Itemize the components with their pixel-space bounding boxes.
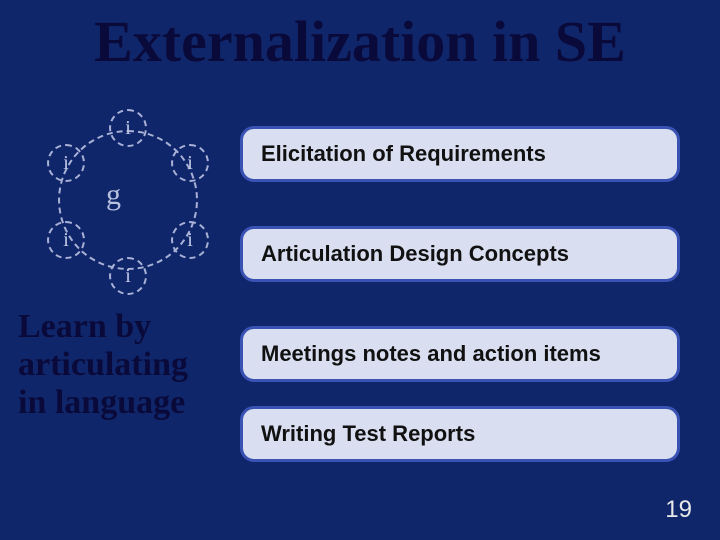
bullet-pill-text: Writing Test Reports — [261, 421, 475, 447]
bullet-pill: Articulation Design Concepts — [240, 226, 680, 282]
group-diagram: g i i i i i i — [28, 100, 228, 300]
group-node-label: i — [63, 229, 69, 252]
subtitle-line-2: articulating — [18, 346, 188, 384]
group-node-label: i — [187, 152, 193, 175]
group-node: i — [171, 221, 209, 259]
group-node: i — [109, 257, 147, 295]
bullet-pill: Writing Test Reports — [240, 406, 680, 462]
group-node-label: i — [63, 152, 69, 175]
group-node-label: i — [125, 265, 131, 288]
bullet-pill-text: Articulation Design Concepts — [261, 241, 569, 267]
subtitle-block: Learn by articulating in language — [18, 308, 188, 422]
bullet-pill-text: Elicitation of Requirements — [261, 141, 546, 167]
bullet-pill-text: Meetings notes and action items — [261, 341, 601, 367]
group-node-label: i — [125, 117, 131, 140]
bullet-pill: Elicitation of Requirements — [240, 126, 680, 182]
subtitle-line-1: Learn by — [18, 308, 188, 346]
group-node-label: i — [187, 229, 193, 252]
slide-title: Externalization in SE — [0, 8, 720, 75]
group-node: i — [47, 144, 85, 182]
group-node: i — [171, 144, 209, 182]
subtitle-line-3: in language — [18, 384, 188, 422]
bullet-pill: Meetings notes and action items — [240, 326, 680, 382]
group-node: i — [47, 221, 85, 259]
group-node: i — [109, 109, 147, 147]
group-center-label: g — [106, 178, 121, 212]
page-number: 19 — [665, 496, 692, 524]
slide: Externalization in SE g i i i i i i Learn by … — [0, 0, 720, 540]
